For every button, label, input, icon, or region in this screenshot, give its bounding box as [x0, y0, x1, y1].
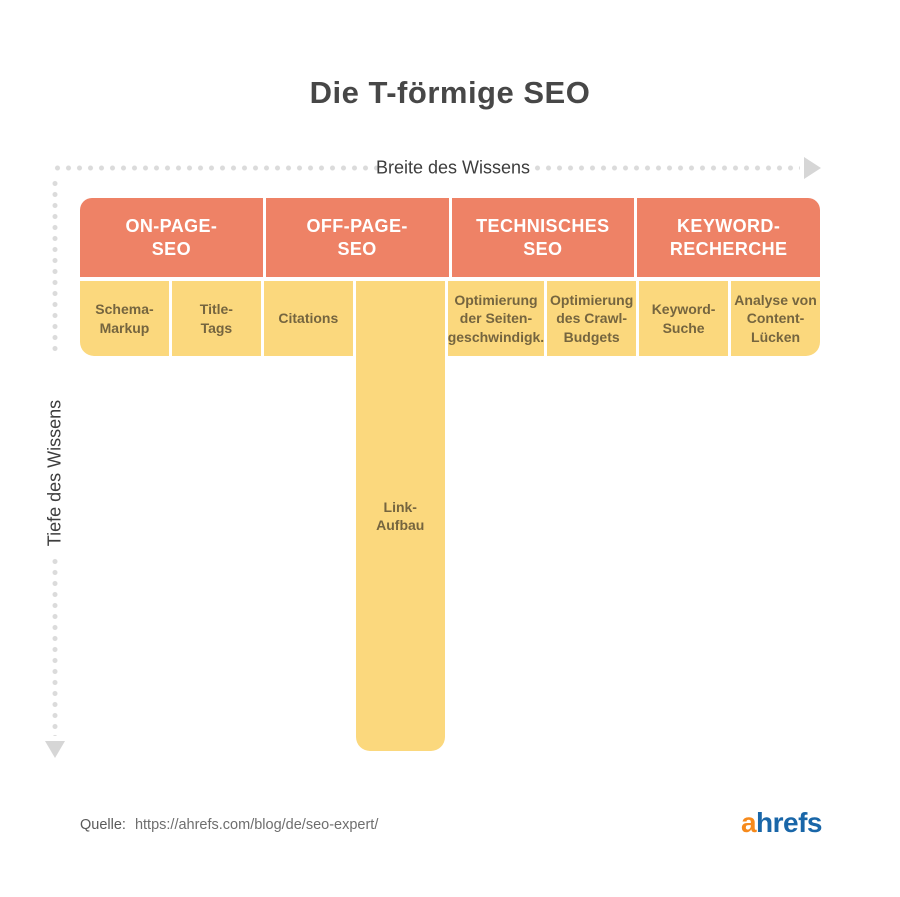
down-arrow-icon: [45, 741, 65, 758]
cell-keyword-suche: Keyword- Suche: [639, 281, 729, 356]
page-title: Die T-förmige SEO: [309, 74, 591, 110]
ahrefs-logo-a: a: [740, 807, 757, 838]
header-on-page-seo: ON-PAGE- SEO: [80, 198, 263, 277]
right-arrow-icon: [804, 157, 821, 179]
header-off-page-seo: OFF-PAGE- SEO: [265, 198, 449, 277]
header-keyword-recherche: KEYWORD- RECHERCHE: [637, 198, 820, 277]
ahrefs-logo: ahrefs: [740, 807, 823, 839]
ahrefs-logo-hrefs: hrefs: [756, 807, 822, 838]
breadth-axis-dotted-line-left: [52, 164, 378, 172]
breadth-axis-label: Breite des Wissens: [375, 157, 531, 178]
cell-citations: Citations: [263, 281, 353, 356]
cell-link-aufbau-column: Link- Aufbau: [355, 281, 445, 751]
cell-title-tags: Title- Tags: [171, 281, 261, 356]
depth-axis-dotted-line-bottom: [51, 556, 59, 736]
t-shape-grid: ON-PAGE- SEO OFF-PAGE- SEO TECHNISCHES S…: [80, 198, 820, 751]
breadth-axis-dotted-line-right: [532, 164, 800, 172]
cell-schema-markup: Schema- Markup: [80, 281, 169, 356]
cell-content-luecken: Analyse von Content- Lücken: [731, 281, 820, 356]
category-header-row: ON-PAGE- SEO OFF-PAGE- SEO TECHNISCHES S…: [80, 198, 820, 277]
header-technisches-seo: TECHNISCHES SEO: [451, 198, 635, 277]
source-url: https://ahrefs.com/blog/de/seo-expert/: [134, 817, 379, 833]
depth-axis-label: Tiefe des Wissens: [44, 399, 65, 547]
subtopic-row: Schema- Markup Title- Tags Citations Lin…: [80, 281, 820, 751]
depth-axis-dotted-line-top: [51, 178, 59, 354]
source-label: Quelle:: [80, 817, 126, 833]
cell-link-aufbau: Link- Aufbau: [355, 281, 445, 751]
cell-seitengeschwindigkeit: Optimierung der Seiten- geschwindigk.: [447, 281, 545, 356]
source-line: Quelle: https://ahrefs.com/blog/de/seo-ex…: [80, 817, 378, 833]
cell-crawl-budget: Optimierung des Crawl- Budgets: [547, 281, 637, 356]
